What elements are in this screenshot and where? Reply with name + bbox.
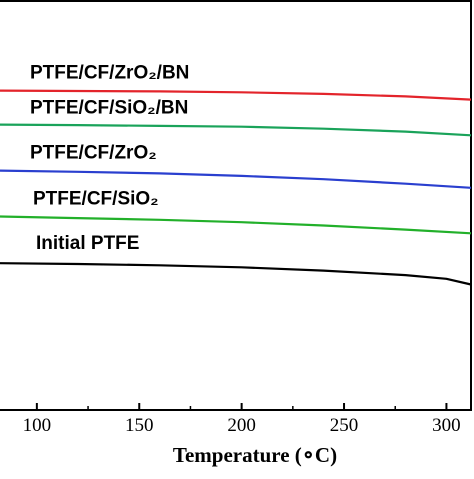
series-line [0,215,472,235]
series-label: Initial PTFE [36,233,139,254]
series-label: PTFE/CF/ZrO₂/BN [30,63,189,84]
series-label: PTFE/CF/SiO₂ [33,188,159,209]
series-labels: PTFE/CF/ZrO₂/BN PTFE/CF/SiO₂/BN PTFE/CF/Zr… [30,63,189,255]
x-tick-label: 150 [125,415,154,436]
x-tick-label: 300 [432,415,461,436]
series-label: PTFE/CF/SiO₂/BN [30,98,188,119]
series-lines [0,89,472,286]
x-tick-label: 100 [23,415,52,436]
series-line [0,89,472,101]
x-tick-label: 250 [330,415,359,436]
series-label: PTFE/CF/ZrO₂ [30,143,157,164]
x-axis-ticks: 100 150 200 250 300 [23,403,461,436]
plot-frame [0,0,472,411]
series-line [0,123,472,137]
series-line [0,169,472,189]
x-tick-label: 200 [227,415,256,436]
x-axis-title: Temperature (∘C) [173,443,337,467]
series-line [0,262,472,286]
